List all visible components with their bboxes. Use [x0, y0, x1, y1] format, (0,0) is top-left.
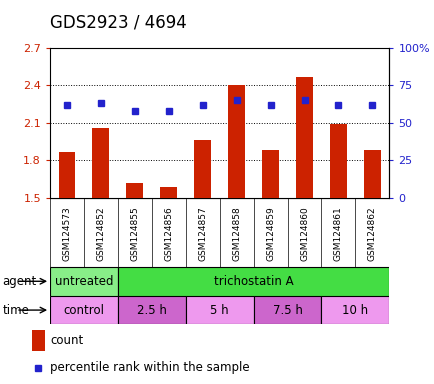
- Bar: [50, 296, 118, 324]
- Bar: [118, 267, 388, 296]
- Bar: [185, 296, 253, 324]
- Text: count: count: [50, 334, 83, 347]
- Bar: [92, 128, 109, 198]
- Text: percentile rank within the sample: percentile rank within the sample: [50, 361, 249, 374]
- Bar: [194, 140, 211, 198]
- Text: GSM124861: GSM124861: [333, 206, 342, 261]
- Text: GSM124852: GSM124852: [96, 206, 105, 261]
- Bar: [321, 296, 388, 324]
- Text: agent: agent: [2, 275, 36, 288]
- Bar: [261, 150, 279, 198]
- Text: trichostatin A: trichostatin A: [213, 275, 293, 288]
- Bar: [160, 187, 177, 198]
- Text: untreated: untreated: [55, 275, 113, 288]
- Text: 2.5 h: 2.5 h: [137, 304, 166, 316]
- Bar: [50, 267, 118, 296]
- Text: GSM124856: GSM124856: [164, 206, 173, 261]
- Text: time: time: [2, 304, 29, 316]
- Text: control: control: [63, 304, 104, 316]
- Bar: [58, 152, 76, 198]
- Text: 7.5 h: 7.5 h: [272, 304, 302, 316]
- Text: GSM124573: GSM124573: [62, 206, 71, 261]
- Text: 5 h: 5 h: [210, 304, 228, 316]
- Bar: [296, 77, 312, 198]
- Bar: [118, 296, 185, 324]
- Text: GSM124858: GSM124858: [232, 206, 240, 261]
- Bar: [329, 124, 346, 198]
- Text: GSM124855: GSM124855: [130, 206, 139, 261]
- Bar: [363, 150, 380, 198]
- Bar: [253, 296, 321, 324]
- Bar: [228, 86, 245, 198]
- Bar: [32, 330, 44, 351]
- Bar: [126, 183, 143, 198]
- Text: GSM124862: GSM124862: [367, 206, 376, 261]
- Text: GSM124859: GSM124859: [266, 206, 274, 261]
- Text: GSM124860: GSM124860: [299, 206, 308, 261]
- Text: GSM124857: GSM124857: [198, 206, 207, 261]
- Text: 10 h: 10 h: [342, 304, 368, 316]
- Text: GDS2923 / 4694: GDS2923 / 4694: [50, 13, 186, 31]
